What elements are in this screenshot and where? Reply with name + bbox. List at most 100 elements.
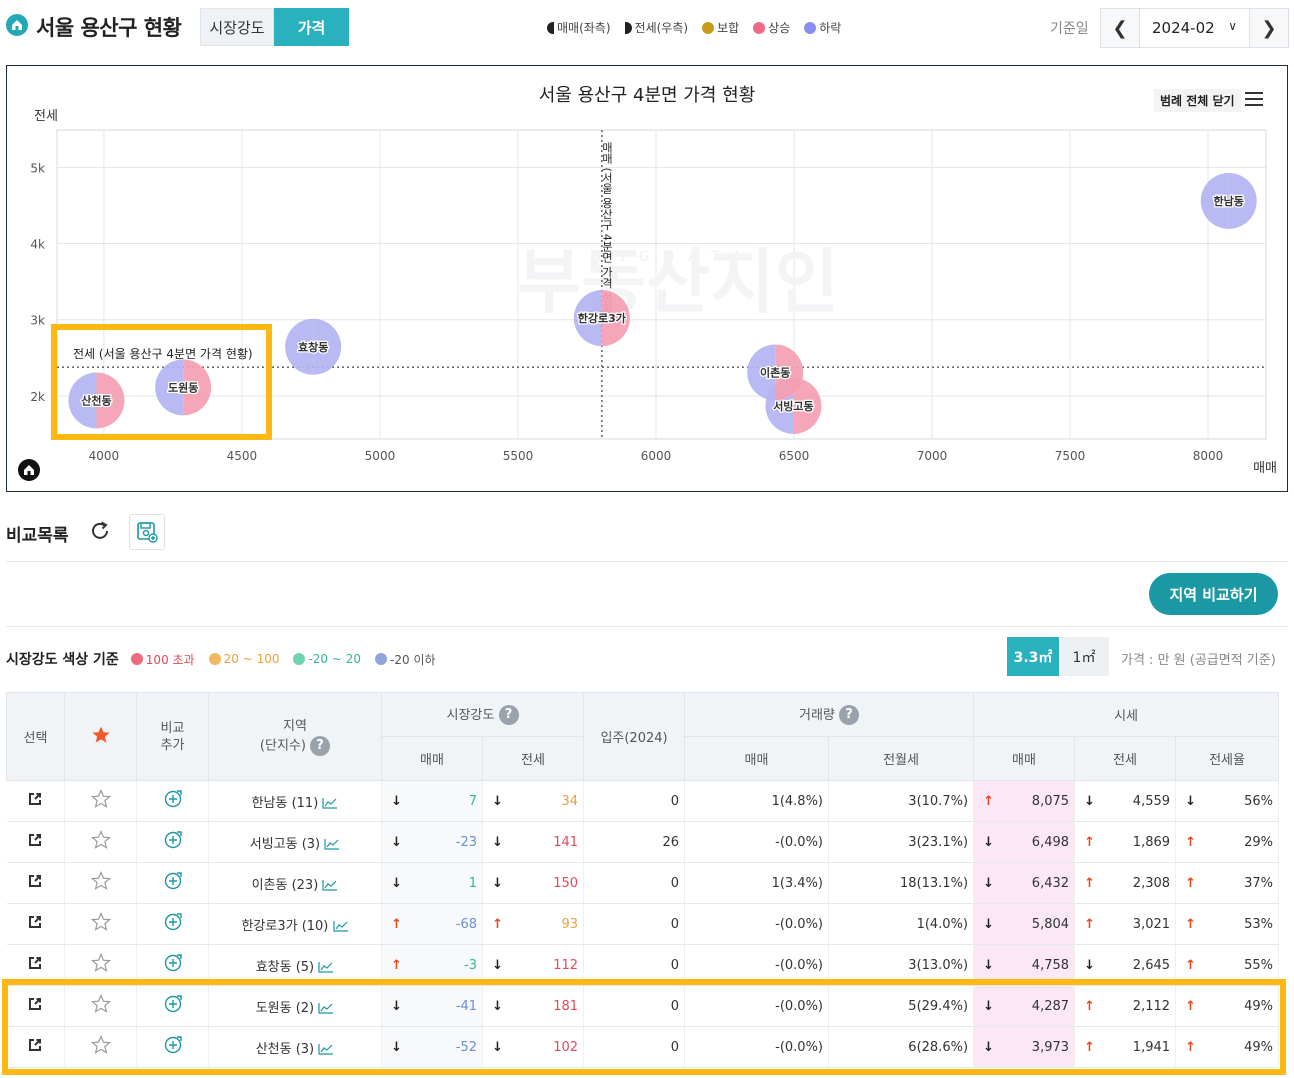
add-compare-icon[interactable] [163, 789, 183, 809]
region-cell[interactable]: 한남동 (11) [208, 780, 382, 822]
bubble-jeonse-half[interactable] [793, 377, 822, 434]
favorite-cell[interactable] [64, 862, 137, 904]
unit-pyeong-button[interactable]: 3.3㎡ [1007, 637, 1059, 676]
bubble-산천동[interactable]: 산천동 [68, 372, 125, 429]
favorite-cell[interactable] [64, 944, 137, 986]
compare-add-cell[interactable] [136, 944, 209, 986]
add-compare-icon[interactable] [163, 994, 183, 1014]
tab-price[interactable]: 가격 [274, 8, 349, 46]
compare-add-cell[interactable] [136, 821, 209, 863]
external-link-icon[interactable] [28, 874, 42, 888]
star-outline-icon[interactable] [90, 1035, 111, 1055]
star-outline-icon[interactable] [90, 994, 111, 1014]
help-icon[interactable]: ? [839, 705, 860, 726]
tab-market-strength[interactable]: 시장강도 [200, 8, 274, 46]
bubble-이촌동[interactable]: 이촌동 [747, 344, 804, 401]
prev-date-button[interactable]: ❮ [1100, 8, 1140, 48]
favorite-cell[interactable] [64, 821, 137, 863]
star-outline-icon[interactable] [90, 830, 111, 850]
bubble-jeonse-half[interactable] [313, 318, 342, 375]
trend-chart-icon[interactable] [332, 920, 349, 932]
star-outline-icon[interactable] [90, 789, 111, 809]
add-compare-icon[interactable] [163, 953, 183, 973]
help-icon[interactable]: ? [498, 705, 519, 726]
open-link-cell[interactable] [6, 862, 65, 904]
star-outline-icon[interactable] [90, 871, 111, 891]
region-cell[interactable]: 한강로3가 (10) [208, 903, 382, 945]
open-link-cell[interactable] [6, 944, 65, 986]
add-compare-icon[interactable] [163, 871, 183, 891]
bubble-sale-half[interactable] [155, 359, 184, 416]
header-favorite[interactable] [64, 692, 137, 781]
favorite-cell[interactable] [64, 903, 137, 945]
compare-add-cell[interactable] [136, 862, 209, 904]
region-name[interactable]: 이촌동 (23) [251, 877, 319, 893]
next-date-button[interactable]: ❯ [1249, 8, 1289, 48]
favorite-cell[interactable] [64, 780, 137, 822]
home-logo-icon[interactable] [6, 14, 28, 36]
star-outline-icon[interactable] [90, 912, 111, 932]
bubble-jeonse-half[interactable] [775, 344, 804, 401]
open-link-cell[interactable] [6, 780, 65, 822]
bubble-jeonse-half[interactable] [601, 290, 630, 347]
region-cell[interactable]: 서빙고동 (3) [208, 821, 382, 863]
favorite-cell[interactable] [64, 1026, 137, 1068]
legend-close-all-button[interactable]: 범례 전체 닫기 [1154, 89, 1241, 112]
add-compare-icon[interactable] [163, 830, 183, 850]
unit-sqm-button[interactable]: 1㎡ [1059, 637, 1109, 676]
open-link-cell[interactable] [6, 821, 65, 863]
save-compare-button[interactable] [129, 514, 165, 550]
bubble-sale-half[interactable] [573, 290, 602, 347]
bubble-한강로3가[interactable]: 한강로3가 [573, 290, 630, 347]
region-compare-button[interactable]: 지역 비교하기 [1149, 573, 1278, 615]
star-outline-icon[interactable] [90, 953, 111, 973]
region-name[interactable]: 효창동 (5) [255, 959, 315, 975]
compare-add-cell[interactable] [136, 1026, 209, 1068]
bubble-jeonse-half[interactable] [1228, 172, 1257, 229]
external-link-icon[interactable] [28, 1038, 42, 1052]
open-link-cell[interactable] [6, 903, 65, 945]
bubble-서빙고동[interactable]: 서빙고동 [765, 377, 822, 434]
compare-add-cell[interactable] [136, 903, 209, 945]
trend-chart-icon[interactable] [322, 879, 338, 891]
region-cell[interactable]: 효창동 (5) [208, 944, 382, 986]
external-link-icon[interactable] [28, 997, 42, 1011]
region-cell[interactable]: 도원동 (2) [208, 985, 382, 1027]
favorite-cell[interactable] [64, 985, 137, 1027]
date-select[interactable]: 2024-02 ∨ [1140, 8, 1249, 48]
region-cell[interactable]: 이촌동 (23) [208, 862, 382, 904]
region-name[interactable]: 한강로3가 (10) [241, 918, 329, 934]
trend-chart-icon[interactable] [318, 1002, 334, 1014]
bubble-도원동[interactable]: 도원동 [155, 359, 212, 416]
menu-icon[interactable] [1245, 92, 1263, 106]
help-icon[interactable]: ? [310, 736, 331, 756]
external-link-icon[interactable] [28, 792, 42, 806]
bubble-한남동[interactable]: 한남동 [1200, 172, 1257, 229]
region-name[interactable]: 한남동 (11) [251, 795, 319, 811]
external-link-icon[interactable] [28, 956, 42, 970]
add-compare-icon[interactable] [163, 912, 183, 932]
bubble-sale-half[interactable] [68, 372, 97, 429]
add-compare-icon[interactable] [163, 1035, 183, 1055]
external-link-icon[interactable] [28, 833, 42, 847]
region-name[interactable]: 산천동 (3) [255, 1041, 315, 1057]
trend-chart-icon[interactable] [318, 1043, 334, 1055]
region-name[interactable]: 서빙고동 (3) [249, 836, 321, 852]
region-name[interactable]: 도원동 (2) [255, 1000, 315, 1016]
trend-chart-icon[interactable] [318, 961, 334, 973]
bubble-sale-half[interactable] [1200, 172, 1229, 229]
region-cell[interactable]: 산천동 (3) [208, 1026, 382, 1068]
compare-add-cell[interactable] [136, 985, 209, 1027]
trend-chart-icon[interactable] [322, 797, 338, 809]
compare-add-cell[interactable] [136, 780, 209, 822]
open-link-cell[interactable] [6, 1026, 65, 1068]
external-link-icon[interactable] [28, 915, 42, 929]
bubble-jeonse-half[interactable] [96, 372, 125, 429]
bubble-sale-half[interactable] [285, 318, 314, 375]
bubble-sale-half[interactable] [747, 344, 776, 401]
bubble-효창동[interactable]: 효창동 [285, 318, 342, 375]
refresh-icon[interactable] [88, 519, 112, 543]
trend-chart-icon[interactable] [324, 838, 340, 850]
open-link-cell[interactable] [6, 985, 65, 1027]
bubble-jeonse-half[interactable] [183, 359, 212, 416]
